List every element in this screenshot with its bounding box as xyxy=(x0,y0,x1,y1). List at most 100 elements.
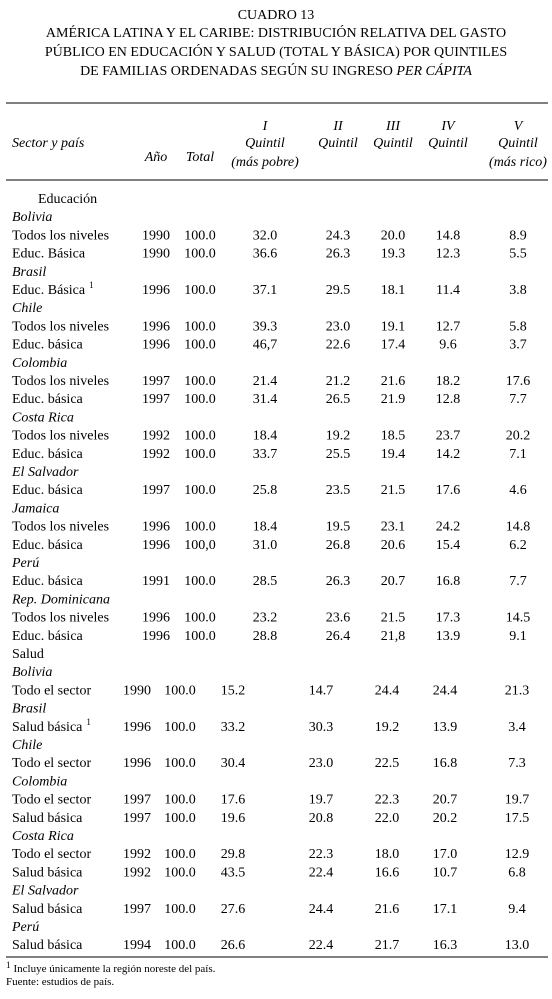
cell: 21.6 xyxy=(375,902,400,917)
column-header: Sector y país xyxy=(12,136,85,151)
cell: 19.7 xyxy=(309,793,334,808)
cell: 43.5 xyxy=(221,865,246,880)
cell: 21.4 xyxy=(253,374,278,389)
cell: 1996 xyxy=(142,319,170,334)
cell: 15.4 xyxy=(436,538,461,553)
cell: 24.3 xyxy=(326,228,351,243)
cell: 19.6 xyxy=(221,811,246,826)
cell: 1996 xyxy=(142,538,170,553)
cell: 100.0 xyxy=(164,793,196,808)
cell: 28.8 xyxy=(253,629,278,644)
cell: 17.3 xyxy=(436,611,461,626)
row-label: Educ. básica xyxy=(12,629,84,644)
country: Bolivia xyxy=(12,665,52,680)
cell: 100.0 xyxy=(164,902,196,917)
cell: 19.4 xyxy=(381,447,406,462)
cell: 1992 xyxy=(142,447,170,462)
cell: 18.1 xyxy=(381,283,406,298)
cell: 21.6 xyxy=(381,374,406,389)
country: Perú xyxy=(11,920,39,935)
row-label: Todos los niveles xyxy=(12,374,109,389)
column-header: Quintil xyxy=(318,136,358,151)
cell: 26.3 xyxy=(326,247,351,262)
cell: 23.6 xyxy=(326,611,351,626)
cell: 20.0 xyxy=(381,228,406,243)
cell: 26.3 xyxy=(326,574,351,589)
cell: 19.5 xyxy=(326,520,351,535)
cell: 100.0 xyxy=(164,683,196,698)
column-header: V xyxy=(514,119,524,134)
row-label: Salud básica xyxy=(12,865,83,880)
cell: 18.4 xyxy=(253,520,278,535)
country: Brasil xyxy=(12,702,46,717)
cell: 18.5 xyxy=(381,429,406,444)
cell: 22.3 xyxy=(375,793,400,808)
cell: 19.3 xyxy=(381,247,406,262)
cell: 22.5 xyxy=(375,756,400,771)
cell: 26.8 xyxy=(326,538,351,553)
row-label: Educ. básica xyxy=(12,447,84,462)
cell: 21.2 xyxy=(326,374,351,389)
cell: 100.0 xyxy=(184,247,216,262)
row-label: Todos los niveles xyxy=(12,319,109,334)
cell: 3.8 xyxy=(509,283,527,298)
cell: 1997 xyxy=(142,374,170,389)
row-label: Todos los niveles xyxy=(12,611,109,626)
country: Colombia xyxy=(12,356,67,371)
row-label: Todo el sector xyxy=(12,847,91,862)
cell: 27.6 xyxy=(221,902,246,917)
cell: 16.8 xyxy=(433,756,458,771)
cell: 14.2 xyxy=(436,447,461,462)
cell: 12.8 xyxy=(436,392,461,407)
cell: 17.4 xyxy=(381,338,406,353)
cell: 14.8 xyxy=(506,520,531,535)
cell: 3.4 xyxy=(508,720,526,735)
cell: 20.6 xyxy=(381,538,406,553)
cell: 26.4 xyxy=(326,629,351,644)
footnote-text: Incluye únicamente la región noreste del… xyxy=(14,963,216,975)
country: Rep. Dominicana xyxy=(11,592,110,607)
cell: 18.0 xyxy=(375,847,400,862)
cell: 23.5 xyxy=(326,483,351,498)
column-header: I xyxy=(262,119,269,134)
cell: 21.5 xyxy=(381,611,406,626)
row-label: Educ. Básica xyxy=(12,247,86,262)
cell: 100.0 xyxy=(184,374,216,389)
cell: 18.2 xyxy=(436,374,461,389)
row-label: Educ. Básica 1 xyxy=(12,280,94,298)
section-title: Salud xyxy=(12,647,44,662)
column-header: (más pobre) xyxy=(231,155,299,170)
cell: 31.0 xyxy=(253,538,278,553)
cell: 20.2 xyxy=(433,811,458,826)
cell: 21.3 xyxy=(505,683,530,698)
section-title: Educación xyxy=(38,192,97,207)
table-label: CUADRO 13 xyxy=(238,8,315,23)
cell: 25.8 xyxy=(253,483,278,498)
cell: 17.6 xyxy=(436,483,461,498)
cell: 26.6 xyxy=(221,938,246,953)
cell: 24.4 xyxy=(433,683,458,698)
cell: 33.7 xyxy=(253,447,278,462)
cell: 1997 xyxy=(142,392,170,407)
row-label: Todo el sector xyxy=(12,756,91,771)
cell: 1992 xyxy=(123,847,151,862)
cell: 39.3 xyxy=(253,319,278,334)
cell: 23.7 xyxy=(436,429,461,444)
cell: 20.2 xyxy=(506,429,531,444)
cell: 17.6 xyxy=(221,793,246,808)
cell: 5.8 xyxy=(509,319,527,334)
country: Costa Rica xyxy=(12,410,74,425)
title-line: AMÉRICA LATINA Y EL CARIBE: DISTRIBUCIÓN… xyxy=(46,24,506,41)
cell: 100.0 xyxy=(184,574,216,589)
cell: 29.5 xyxy=(326,283,351,298)
row-label: Educ. básica xyxy=(12,483,84,498)
row-label: Salud básica xyxy=(12,902,83,917)
cell: 1991 xyxy=(142,574,170,589)
cell: 1996 xyxy=(142,338,170,353)
cell: 1997 xyxy=(142,483,170,498)
cell: 1996 xyxy=(142,611,170,626)
column-header: Total xyxy=(186,150,214,165)
cell: 100,0 xyxy=(184,538,216,553)
country: El Salvador xyxy=(11,884,79,899)
cell: 7.3 xyxy=(508,756,526,771)
